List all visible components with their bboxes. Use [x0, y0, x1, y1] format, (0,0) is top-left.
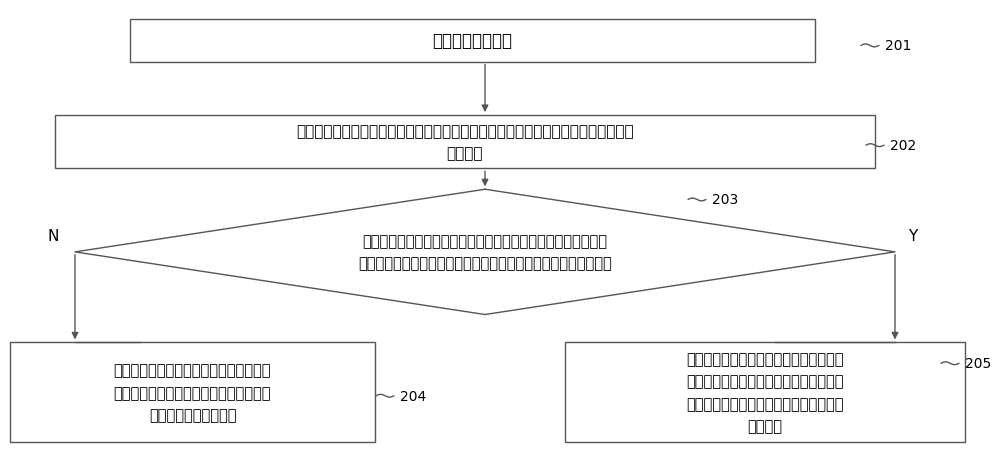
Text: 201: 201 — [885, 39, 911, 53]
Text: 在全部第一可配置逻辑单元中，查找与输入输出单元之间的连接线最短的第一可配置
逻辑单元: 在全部第一可配置逻辑单元中，查找与输入输出单元之间的连接线最短的第一可配置 逻辑… — [296, 124, 634, 161]
Text: 接收芯片配置信息: 接收芯片配置信息 — [433, 32, 512, 50]
Bar — [10, 343, 375, 442]
Bar — [130, 20, 815, 63]
Text: 根据所述芯片配置信息，在所述与输入输
出单元之间的连接线最短的第一可配置逻
辑单元中，配置寄存器: 根据所述芯片配置信息，在所述与输入输 出单元之间的连接线最短的第一可配置逻 辑单… — [114, 363, 271, 422]
Polygon shape — [75, 190, 895, 315]
Text: 203: 203 — [712, 193, 738, 207]
Text: N: N — [47, 229, 59, 244]
Text: 202: 202 — [890, 139, 916, 153]
Text: 204: 204 — [400, 389, 426, 403]
Text: 根据所述芯片配置信息，在与所述输入输
出单元相连接的多个连接线中长度次短的
连接线连接的第一可配置逻辑单元中配置
寄存器。: 根据所述芯片配置信息，在与所述输入输 出单元相连接的多个连接线中长度次短的 连接… — [686, 352, 844, 433]
Bar — [565, 343, 965, 442]
Text: 与输入输出单元相连接的多个连接线中长度最短的连接线连接的
第一可配置逻辑单元中配置的寄存器数量是否达到可配置数量阈值: 与输入输出单元相连接的多个连接线中长度最短的连接线连接的 第一可配置逻辑单元中配… — [358, 234, 612, 271]
Bar — [55, 116, 875, 169]
Text: 205: 205 — [965, 357, 991, 370]
Text: Y: Y — [908, 229, 918, 244]
